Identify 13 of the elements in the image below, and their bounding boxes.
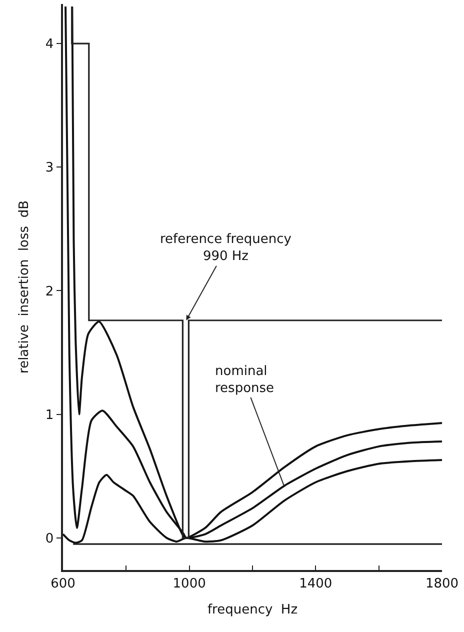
x-tick-label: 1000: [172, 576, 206, 592]
x-tick-label: 600: [50, 576, 76, 592]
y-tick-label: 3: [45, 160, 54, 176]
x-tick-label: 1800: [425, 576, 459, 592]
y-axis-title: relative insertion loss dB: [16, 200, 32, 374]
y-tick-label: 4: [45, 37, 54, 52]
x-axis-title: frequency Hz: [207, 602, 298, 618]
annotation: nominal response: [215, 364, 274, 396]
y-tick-label: 2: [45, 284, 54, 300]
annotation: reference frequency 990 Hz: [160, 232, 292, 264]
y-tick-label: 0: [45, 531, 54, 546]
y-tick-label: 1: [45, 408, 54, 423]
x-tick-label: 1400: [299, 576, 332, 592]
